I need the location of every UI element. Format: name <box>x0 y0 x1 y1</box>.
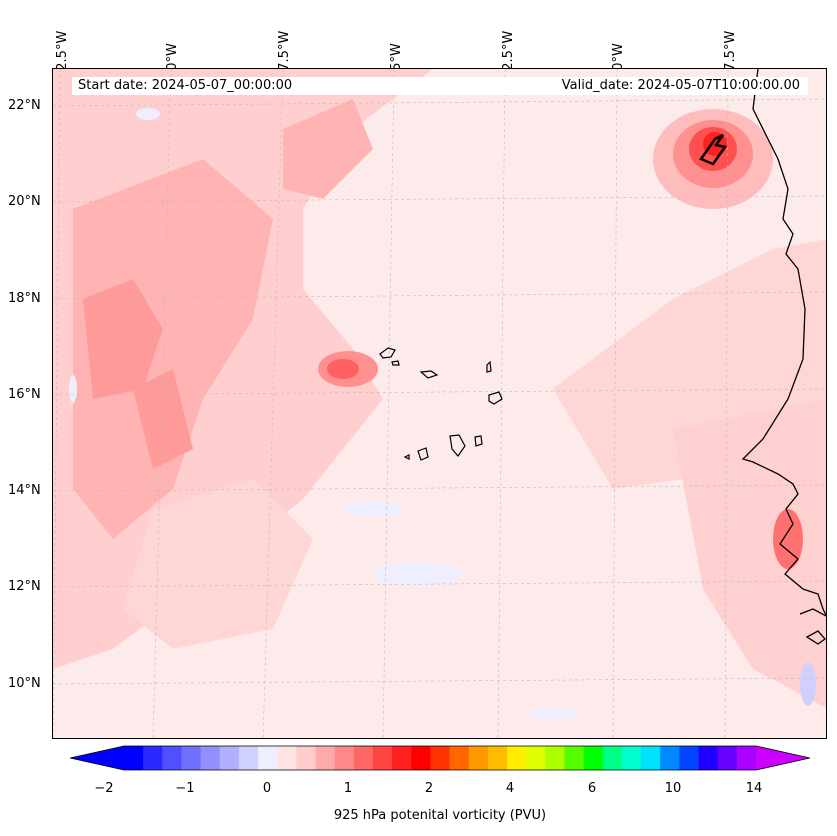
colorbar-segment <box>487 746 508 770</box>
colorbar-segment <box>736 746 757 770</box>
west-africa-coastline <box>741 69 826 645</box>
colorbar-outline <box>70 745 810 771</box>
colorbar-segment <box>468 746 489 770</box>
lat-label-12N: 12°N <box>8 579 41 594</box>
tick-label-2: 2 <box>424 781 434 796</box>
tick-label-neg2: −2 <box>94 781 114 796</box>
lat-label-14N: 14°N <box>8 483 41 498</box>
colorbar-segment <box>315 746 336 770</box>
colorbar-segment <box>526 746 546 770</box>
colorbar-segment <box>181 746 202 770</box>
colorbar-segment <box>372 746 393 770</box>
colorbar-segment <box>219 746 240 770</box>
tick-label-1: 1 <box>343 781 353 796</box>
colorbar-segment <box>143 746 163 770</box>
colorbar-segment <box>162 746 182 770</box>
colorbar-segment <box>564 746 585 770</box>
colorbar-segment <box>200 746 221 770</box>
colorbar-extend-low <box>70 746 124 770</box>
colorbar-segment <box>392 746 412 770</box>
colorbar-segment <box>660 746 680 770</box>
colorbar-segment <box>124 746 144 770</box>
colorbar-label: 925 hPa potenital vorticity (PVU) <box>333 808 547 823</box>
colorbar-segment <box>449 746 470 770</box>
start-date-label: Start date: 2024-05-07_00:00:00 <box>78 78 293 93</box>
cape-verde-islands <box>379 347 503 461</box>
colorbar-segment <box>698 746 719 770</box>
colorbar-segment <box>679 746 700 770</box>
colorbar-segment <box>430 746 451 770</box>
lat-label-10N: 10°N <box>8 676 41 691</box>
colorbar-extend-high <box>756 746 810 770</box>
tick-label-14: 14 <box>745 781 763 796</box>
colorbar-segment <box>353 746 374 770</box>
colorbar-segment <box>621 746 642 770</box>
tick-label-10: 10 <box>664 781 682 796</box>
colorbar-segment <box>258 746 278 770</box>
tick-label-6: 6 <box>587 781 597 796</box>
colorbar-segment <box>641 746 661 770</box>
colorbar-segment <box>507 746 527 770</box>
colorbar-segment <box>277 746 297 770</box>
colorbar-segment <box>583 746 604 770</box>
tick-label-4: 4 <box>505 781 515 796</box>
tick-label-0: 0 <box>262 781 272 796</box>
colorbar-segment <box>602 746 623 770</box>
colorbar <box>70 745 810 771</box>
pv-contour-field <box>53 69 826 738</box>
map-panel <box>52 68 827 739</box>
colorbar-segment <box>334 746 355 770</box>
colorbar-segment <box>238 746 259 770</box>
tick-label-neg1: −1 <box>175 781 195 796</box>
colorbar-segment <box>717 746 738 770</box>
lat-label-22N: 22°N <box>8 98 41 113</box>
colorbar-segment <box>411 746 431 770</box>
date-info-bar: Start date: 2024-05-07_00:00:00 Valid_da… <box>72 77 808 95</box>
lat-label-20N: 20°N <box>8 194 41 209</box>
lat-label-18N: 18°N <box>8 291 41 306</box>
colorbar-segment <box>545 746 565 770</box>
valid-date-label: Valid_date: 2024-05-07T10:00:00.00 <box>561 78 800 93</box>
lat-label-16N: 16°N <box>8 387 41 402</box>
colorbar-segment <box>296 746 317 770</box>
